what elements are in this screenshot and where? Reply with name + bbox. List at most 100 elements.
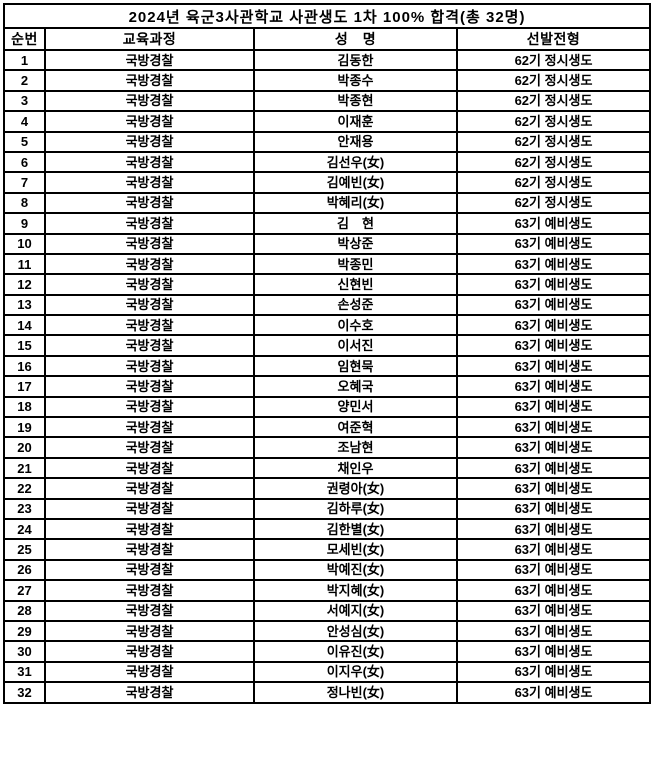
cell-row-number: 28: [3, 599, 46, 622]
cell-row-number: 20: [3, 436, 46, 459]
cell-name: 이재훈: [253, 110, 458, 133]
cell-track: 63기 예비생도: [455, 436, 652, 459]
cell-row-number: 30: [3, 640, 46, 663]
table-row: 21 국방경찰 채인우 63기 예비생도: [3, 456, 652, 480]
table-row: 8 국방경찰 박혜리(女) 62기 정시생도: [3, 191, 652, 215]
cell-course: 국방경찰: [44, 354, 255, 378]
cell-track: 63기 예비생도: [455, 232, 652, 255]
cell-course: 국방경찰: [44, 232, 255, 255]
cell-name: 채인우: [253, 456, 458, 480]
cell-course: 국방경찰: [44, 89, 255, 113]
cell-row-number: 16: [3, 354, 46, 378]
cell-row-number: 24: [3, 517, 46, 541]
cell-course: 국방경찰: [44, 558, 255, 582]
cell-course: 국방경찰: [44, 48, 255, 72]
cell-track: 63기 예비생도: [455, 640, 652, 663]
cell-track: 63기 예비생도: [455, 293, 652, 317]
table-row: 25 국방경찰 모세빈(女) 63기 예비생도: [3, 538, 652, 561]
cell-track: 63기 예비생도: [455, 212, 652, 235]
table-row: 3 국방경찰 박종현 62기 정시생도: [3, 89, 652, 113]
cell-name: 여준혁: [253, 416, 458, 439]
cell-row-number: 26: [3, 558, 46, 582]
table-row: 32 국방경찰 정나빈(女) 63기 예비생도: [3, 681, 652, 704]
cell-track: 63기 예비생도: [455, 456, 652, 480]
cell-course: 국방경찰: [44, 477, 255, 500]
cell-name: 정나빈(女): [253, 681, 458, 704]
cell-row-number: 14: [3, 314, 46, 337]
cell-row-number: 6: [3, 150, 46, 174]
cell-row-number: 2: [3, 69, 46, 92]
cell-name: 이수호: [253, 314, 458, 337]
cell-name: 양민서: [253, 395, 458, 419]
cell-name: 오혜국: [253, 375, 458, 398]
cell-name: 김선우(女): [253, 150, 458, 174]
table-row: 24 국방경찰 김한별(女) 63기 예비생도: [3, 517, 652, 541]
table-row: 18 국방경찰 양민서 63기 예비생도: [3, 395, 652, 419]
cell-track: 63기 예비생도: [455, 395, 652, 419]
cell-course: 국방경찰: [44, 212, 255, 235]
cell-course: 국방경찰: [44, 150, 255, 174]
cell-name: 박지혜(女): [253, 579, 458, 602]
table-row: 15 국방경찰 이서진 63기 예비생도: [3, 334, 652, 357]
cell-row-number: 13: [3, 293, 46, 317]
cell-row-number: 17: [3, 375, 46, 398]
cell-row-number: 10: [3, 232, 46, 255]
cell-name: 이유진(女): [253, 640, 458, 663]
cell-row-number: 22: [3, 477, 46, 500]
cell-name: 박예진(女): [253, 558, 458, 582]
cell-row-number: 12: [3, 273, 46, 296]
cell-course: 국방경찰: [44, 619, 255, 643]
table-row: 29 국방경찰 안성심(女) 63기 예비생도: [3, 619, 652, 643]
cell-course: 국방경찰: [44, 130, 255, 153]
cell-course: 국방경찰: [44, 599, 255, 622]
cell-track: 62기 정시생도: [455, 110, 652, 133]
cell-name: 박상준: [253, 232, 458, 255]
cell-course: 국방경찰: [44, 660, 255, 684]
cell-course: 국방경찰: [44, 293, 255, 317]
cell-course: 국방경찰: [44, 171, 255, 194]
cell-course: 국방경찰: [44, 314, 255, 337]
table-row: 2 국방경찰 박종수 62기 정시생도: [3, 69, 652, 92]
table-row: 5 국방경찰 안재용 62기 정시생도: [3, 130, 652, 153]
cell-name: 박종민: [253, 252, 458, 276]
cell-track: 63기 예비생도: [455, 599, 652, 622]
cell-row-number: 8: [3, 191, 46, 215]
header-row: 순번 교육과정 성 명 선발전형: [3, 27, 652, 51]
cell-name: 김 현: [253, 212, 458, 235]
table-row: 17 국방경찰 오혜국 63기 예비생도: [3, 375, 652, 398]
cell-track: 63기 예비생도: [455, 619, 652, 643]
cell-track: 63기 예비생도: [455, 314, 652, 337]
cell-track: 63기 예비생도: [455, 273, 652, 296]
cell-track: 63기 예비생도: [455, 416, 652, 439]
cell-course: 국방경찰: [44, 517, 255, 541]
cell-course: 국방경찰: [44, 334, 255, 357]
cell-row-number: 18: [3, 395, 46, 419]
cell-row-number: 1: [3, 48, 46, 72]
title-row: 2024년 육군3사관학교 사관생도 1차 100% 합격(총 32명): [2, 3, 652, 29]
cell-name: 안재용: [253, 130, 458, 153]
cell-course: 국방경찰: [44, 252, 255, 276]
cell-name: 이지우(女): [253, 660, 458, 684]
cell-track: 62기 정시생도: [455, 191, 652, 215]
table-row: 13 국방경찰 손성준 63기 예비생도: [3, 293, 652, 317]
table-row: 26 국방경찰 박예진(女) 63기 예비생도: [3, 558, 652, 582]
cell-row-number: 7: [3, 171, 46, 194]
cell-row-number: 11: [3, 252, 46, 276]
cell-course: 국방경찰: [44, 640, 255, 663]
cell-course: 국방경찰: [44, 375, 255, 398]
cell-row-number: 27: [3, 579, 46, 602]
page-title: 2024년 육군3사관학교 사관생도 1차 100% 합격(총 32명): [2, 3, 652, 29]
cell-name: 신현빈: [253, 273, 458, 296]
cell-course: 국방경찰: [44, 497, 255, 521]
table-row: 4 국방경찰 이재훈 62기 정시생도: [3, 110, 652, 133]
cell-row-number: 31: [3, 660, 46, 684]
col-header-track: 선발전형: [455, 27, 652, 51]
cell-name: 권령아(女): [253, 477, 458, 500]
cell-course: 국방경찰: [44, 416, 255, 439]
cell-track: 63기 예비생도: [455, 681, 652, 704]
cell-track: 63기 예비생도: [455, 252, 652, 276]
table-row: 11 국방경찰 박종민 63기 예비생도: [3, 252, 652, 276]
cell-course: 국방경찰: [44, 681, 255, 704]
cell-name: 김예빈(女): [253, 171, 458, 194]
